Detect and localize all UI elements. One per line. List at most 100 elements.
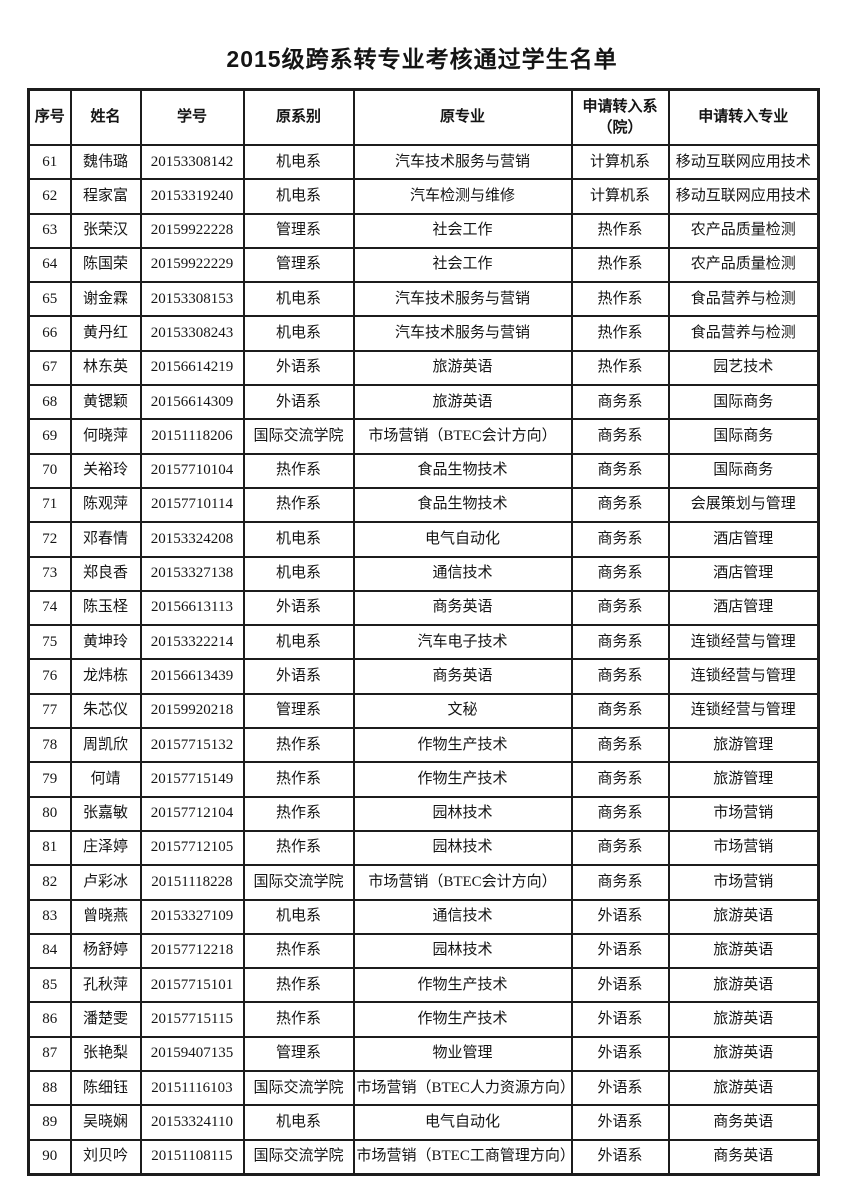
cell-index: 64: [27, 246, 72, 284]
cell-target-major: 连锁经营与管理: [667, 692, 820, 730]
cell-target-dept: 商务系: [570, 761, 670, 798]
cell-orig-major: 电气自动化: [352, 521, 573, 558]
cell-target-dept: 外语系: [570, 1138, 670, 1176]
cell-name: 黄坤玲: [69, 624, 142, 661]
cell-orig-dept: 外语系: [242, 349, 355, 387]
cell-target-major: 旅游管理: [667, 727, 820, 764]
cell-index: 80: [27, 795, 72, 832]
cell-name: 程家富: [69, 178, 142, 215]
page-title: 2015级跨系转专业考核通过学生名单: [226, 46, 618, 72]
cell-target-major: 旅游英语: [667, 1070, 820, 1107]
cell-orig-dept: 管理系: [242, 246, 355, 284]
cell-name: 曾晓燕: [69, 898, 142, 935]
cell-student-id: 20153308243: [139, 315, 245, 352]
column-header-orig-major: 原专业: [352, 88, 573, 146]
cell-orig-dept: 机电系: [242, 555, 355, 592]
cell-index: 78: [27, 727, 72, 764]
cell-index: 90: [27, 1138, 72, 1176]
cell-orig-dept: 机电系: [242, 521, 355, 558]
cell-target-major: 移动互联网应用技术: [667, 178, 820, 215]
cell-index: 68: [27, 384, 72, 421]
cell-target-dept: 商务系: [570, 658, 670, 695]
cell-target-dept: 外语系: [570, 1001, 670, 1038]
cell-orig-dept: 热作系: [242, 932, 355, 970]
cell-target-major: 市场营销: [667, 829, 820, 867]
cell-orig-major: 通信技术: [352, 555, 573, 592]
cell-name: 陈国荣: [69, 246, 142, 284]
cell-orig-major: 作物生产技术: [352, 1001, 573, 1038]
cell-name: 陈观萍: [69, 486, 142, 524]
cell-student-id: 20153322214: [139, 624, 245, 661]
cell-student-id: 20153327138: [139, 555, 245, 592]
cell-orig-dept: 热作系: [242, 452, 355, 489]
column-header-orig-dept: 原系别: [242, 88, 355, 146]
cell-target-dept: 商务系: [570, 589, 670, 627]
cell-index: 62: [27, 178, 72, 215]
cell-index: 89: [27, 1104, 72, 1141]
table-row: 86 潘楚雯 20157715115 热作系 作物生产技术 外语系 旅游英语: [27, 1001, 820, 1038]
table-row: 61 魏伟璐 20153308142 机电系 汽车技术服务与营销 计算机系 移动互联网应用技…: [27, 143, 820, 181]
cell-target-dept: 商务系: [570, 555, 670, 592]
table-row: 63 张荣汉 20159922228 管理系 社会工作 热作系 农产品质量检测: [27, 212, 820, 249]
cell-target-dept: 商务系: [570, 418, 670, 455]
cell-student-id: 20157715132: [139, 727, 245, 764]
cell-target-dept: 计算机系: [570, 143, 670, 181]
cell-student-id: 20151118228: [139, 864, 245, 901]
cell-name: 孔秋萍: [69, 967, 142, 1004]
cell-orig-dept: 热作系: [242, 1001, 355, 1038]
table-row: 89 吴晓娴 20153324110 机电系 电气自动化 外语系 商务英语: [27, 1104, 820, 1141]
cell-target-dept: 商务系: [570, 829, 670, 867]
cell-student-id: 20157715149: [139, 761, 245, 798]
cell-orig-dept: 管理系: [242, 212, 355, 249]
cell-target-dept: 商务系: [570, 486, 670, 524]
table-header-row: 序号 姓名 学号 原系别 原专业 申请转入系 （院） 申请转入专业: [27, 88, 820, 146]
cell-orig-dept: 机电系: [242, 624, 355, 661]
cell-index: 70: [27, 452, 72, 489]
cell-name: 潘楚雯: [69, 1001, 142, 1038]
cell-target-major: 旅游英语: [667, 1001, 820, 1038]
cell-target-major: 酒店管理: [667, 589, 820, 627]
cell-index: 65: [27, 281, 72, 318]
cell-student-id: 20153324208: [139, 521, 245, 558]
cell-target-dept: 商务系: [570, 795, 670, 832]
cell-index: 85: [27, 967, 72, 1004]
cell-target-major: 酒店管理: [667, 521, 820, 558]
cell-target-dept: 热作系: [570, 315, 670, 352]
cell-target-major: 移动互联网应用技术: [667, 143, 820, 181]
cell-orig-major: 食品生物技术: [352, 486, 573, 524]
cell-index: 73: [27, 555, 72, 592]
table-row: 69 何晓萍 20151118206 国际交流学院 市场营销（BTEC会计方向） 商务系国…: [27, 418, 820, 455]
table-row: 81 庄泽婷 20157712105 热作系 园林技术 商务系 市场营销: [27, 829, 820, 867]
cell-orig-dept: 外语系: [242, 658, 355, 695]
cell-orig-major: 物业管理: [352, 1035, 573, 1073]
cell-orig-dept: 管理系: [242, 1035, 355, 1073]
cell-student-id: 20159920218: [139, 692, 245, 730]
cell-student-id: 20156614309: [139, 384, 245, 421]
student-table: 序号 姓名 学号 原系别 原专业 申请转入系 （院） 申请转入专业 61 魏伟璐 2015330…: [27, 88, 820, 1176]
cell-orig-major: 作物生产技术: [352, 727, 573, 764]
cell-orig-major: 园林技术: [352, 932, 573, 970]
cell-name: 何靖: [69, 761, 142, 798]
cell-name: 卢彩冰: [69, 864, 142, 901]
cell-orig-dept: 热作系: [242, 761, 355, 798]
cell-student-id: 20151108115: [139, 1138, 245, 1176]
table-row: 90 刘贝吟 20151108115 国际交流学院 市场营销（BTEC工商管理方向） 外语…: [27, 1138, 820, 1176]
table-row: 66 黄丹红 20153308243 机电系 汽车技术服务与营销 热作系 食品营养与检测: [27, 315, 820, 352]
table-row: 67 林东英 20156614219 外语系 旅游英语 热作系 园艺技术: [27, 349, 820, 387]
cell-target-dept: 商务系: [570, 384, 670, 421]
table-body: 61 魏伟璐 20153308142 机电系 汽车技术服务与营销 计算机系 移动互联网应用技…: [27, 143, 820, 1176]
cell-orig-major: 市场营销（BTEC会计方向）: [352, 418, 573, 455]
table-row: 70 关裕玲 20157710104 热作系 食品生物技术 商务系 国际商务: [27, 452, 820, 489]
cell-student-id: 20151116103: [139, 1070, 245, 1107]
cell-target-dept: 热作系: [570, 212, 670, 249]
cell-target-major: 旅游英语: [667, 967, 820, 1004]
table-row: 87 张艳梨 20159407135 管理系 物业管理 外语系 旅游英语: [27, 1035, 820, 1073]
cell-name: 陈细钰: [69, 1070, 142, 1107]
cell-index: 87: [27, 1035, 72, 1073]
column-header-target-major: 申请转入专业: [667, 88, 820, 146]
cell-index: 82: [27, 864, 72, 901]
cell-orig-major: 市场营销（BTEC人力资源方向）: [352, 1070, 573, 1107]
cell-student-id: 20157710114: [139, 486, 245, 524]
cell-target-dept: 商务系: [570, 864, 670, 901]
cell-index: 72: [27, 521, 72, 558]
